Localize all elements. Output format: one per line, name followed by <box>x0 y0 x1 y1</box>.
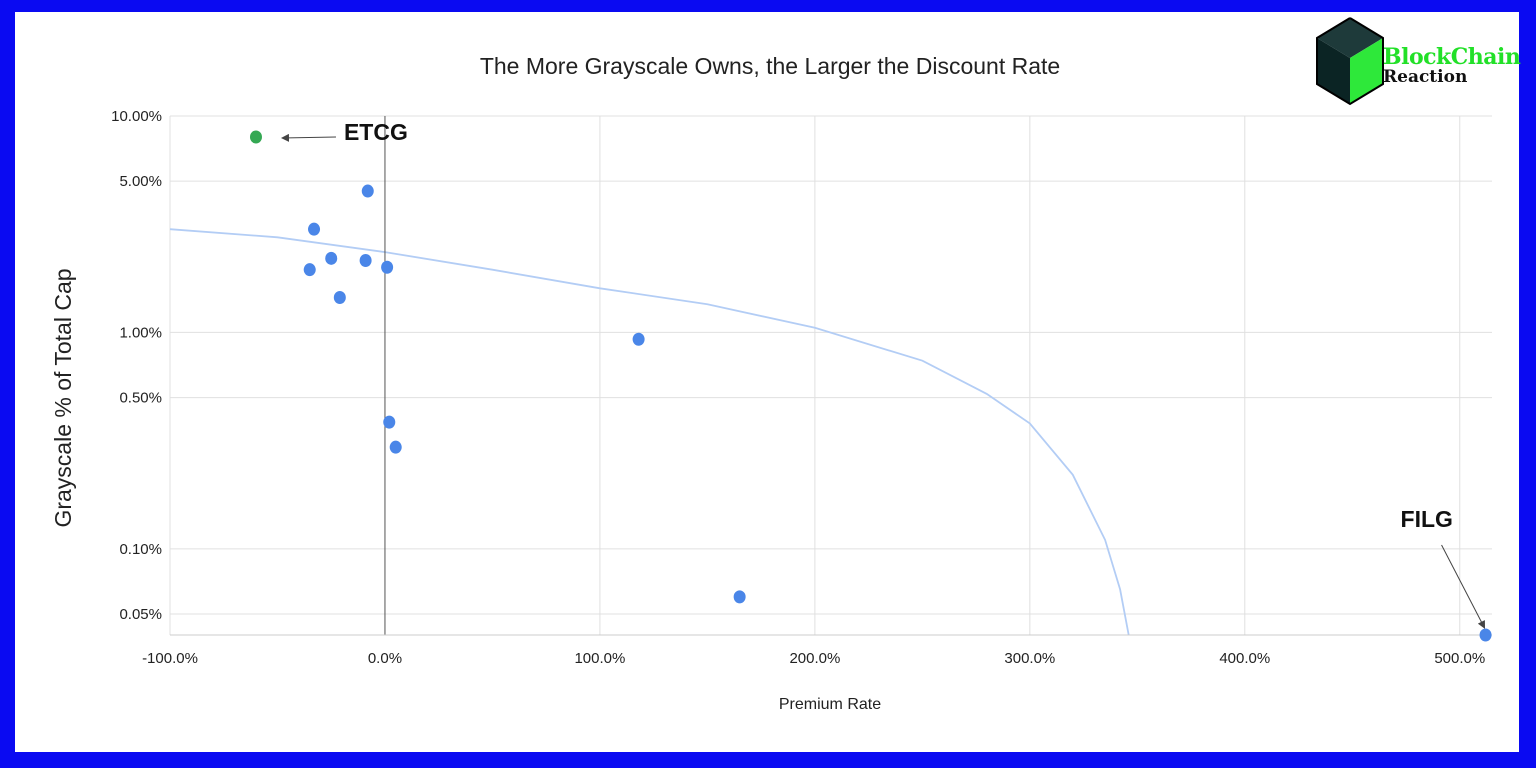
x-tick-label: 500.0% <box>1434 650 1485 667</box>
chart-frame: The More Grayscale Owns, the Larger the … <box>15 12 1521 752</box>
y-tick-label: 0.10% <box>119 541 162 558</box>
annotations: ETCG FILG <box>280 119 1486 629</box>
y-tick-label: 10.00% <box>111 108 162 125</box>
y-tick-label: 1.00% <box>119 324 162 341</box>
data-point <box>303 263 316 277</box>
scatter-chart: The More Grayscale Owns, the Larger the … <box>50 53 1492 713</box>
trendline <box>169 228 1130 636</box>
data-point <box>359 253 372 267</box>
x-tick-label: 200.0% <box>789 650 840 667</box>
x-tick-label: 300.0% <box>1004 650 1055 667</box>
data-points <box>249 130 1492 642</box>
data-point-highlight <box>249 130 262 144</box>
data-point <box>632 332 645 346</box>
data-point <box>333 291 346 305</box>
data-point <box>383 415 396 429</box>
y-tick-label: 0.50% <box>119 390 162 407</box>
data-point <box>361 184 374 198</box>
trendline-layer <box>169 228 1130 636</box>
x-axis-label: Premium Rate <box>779 696 881 713</box>
logo-text-secondary: Reaction <box>1383 67 1468 87</box>
data-point <box>1479 628 1492 642</box>
x-tick-label: 0.0% <box>368 650 402 667</box>
data-point <box>308 222 321 236</box>
blockchain-reaction-logo: BlockChain Reaction <box>1315 16 1525 112</box>
chart-title: The More Grayscale Owns, the Larger the … <box>480 53 1060 79</box>
data-point <box>733 590 746 604</box>
logo-text-primary: BlockChain <box>1383 44 1521 70</box>
data-point <box>381 260 394 274</box>
annotation-arrow <box>1441 544 1486 629</box>
x-tick-label: 100.0% <box>574 650 625 667</box>
x-tick-label: -100.0% <box>142 650 198 667</box>
data-point <box>389 440 402 454</box>
x-tick-label: 400.0% <box>1219 650 1270 667</box>
grid <box>169 115 1492 635</box>
data-point <box>325 251 338 265</box>
y-tick-label: 5.00% <box>119 173 162 190</box>
axes: -100.0% 0.0% 100.0% 200.0% 300.0% 400.0% 500.0… <box>111 108 1492 667</box>
annotation-label: FILG <box>1401 506 1453 532</box>
annotation-arrow <box>280 133 336 142</box>
y-axis-label: Grayscale % of Total Cap <box>50 268 76 527</box>
cube-icon <box>1316 17 1384 106</box>
annotation-label: ETCG <box>344 119 408 145</box>
y-tick-label: 0.05% <box>119 606 162 623</box>
